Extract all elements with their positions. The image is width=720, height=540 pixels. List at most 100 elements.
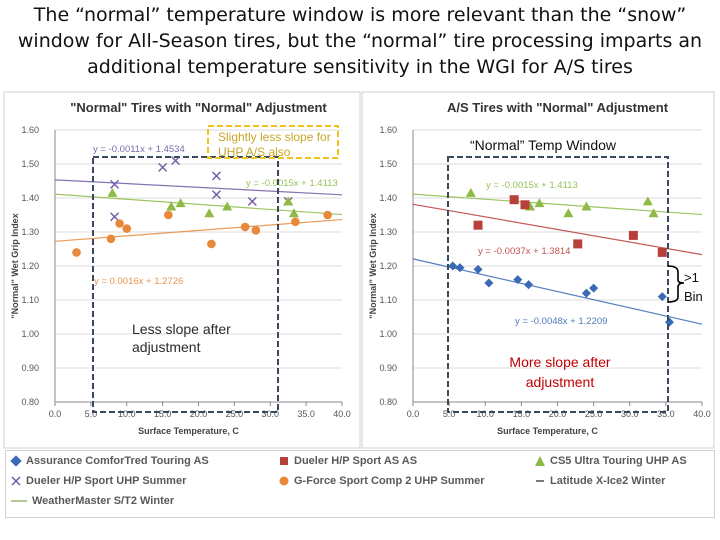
- x-tick-label: 0.0: [49, 409, 62, 419]
- point-g-force-sport-comp-2-uhp-summer: [115, 219, 124, 228]
- point-cs5-ultra-touring-uhp-as: [204, 208, 215, 218]
- chart-panel-1: [3, 91, 361, 449]
- legend-label-dueler-uhp: Dueler H/P Sport UHP Summer: [26, 475, 187, 487]
- point-g-force-sport-comp-2-uhp-summer: [207, 239, 216, 249]
- highlight-box-less-slope: [92, 156, 279, 413]
- point-dueler-h-p-sport-uhp-summer: [211, 190, 221, 200]
- x-tick-label: 25.0: [226, 409, 244, 419]
- x-tick-label: 35.0: [657, 409, 675, 419]
- trendline-label-assurance-comfortred-touring-as: y = -0.0048x + 1.2209: [515, 316, 607, 327]
- legend-item-weathermaster: WeatherMaster S/T2 Winter: [10, 495, 174, 507]
- point-cs5-ultra-touring-uhp-as: [642, 196, 653, 206]
- legend-item-assurance: Assurance ComforTred Touring AS: [10, 455, 209, 467]
- point-cs5-ultra-touring-uhp-as: [222, 201, 233, 211]
- x-tick-label: 30.0: [621, 409, 639, 419]
- point-cs5-ultra-touring-uhp-as: [465, 187, 476, 197]
- y-tick-label: 1.40: [21, 193, 39, 203]
- trendline-label-g-force-sport-comp-2-uhp-summer: y = 0.0016x + 1.2726: [94, 276, 183, 287]
- legend-item-latitude: Latitude X-Ice2 Winter: [534, 475, 665, 487]
- x-axis-label: Surface Temperature, C: [497, 426, 598, 436]
- legend: Assurance ComforTred Touring AS Dueler H…: [5, 450, 715, 518]
- x-tick-label: 15.0: [154, 409, 172, 419]
- annotation-less-slope: Less slope after adjustment: [132, 321, 231, 355]
- x-tick-label: 40.0: [333, 409, 351, 419]
- line-marker-icon: [11, 500, 27, 502]
- y-axis-label: "Normal" Wet Grip Index: [368, 213, 378, 318]
- annotation-uhp-slope: Slightly less slope for UHP A/S also: [218, 130, 331, 159]
- annotation-bin: >1 Bin: [684, 270, 703, 304]
- y-tick-label: 0.80: [21, 397, 39, 407]
- annotation-more-slope: More slope after adjustment: [509, 354, 611, 390]
- point-g-force-sport-comp-2-uhp-summer: [251, 226, 261, 235]
- point-dueler-h-p-sport-uhp-summer: [110, 212, 120, 222]
- trendline-dueler-h-p-sport-as-as: [412, 203, 703, 256]
- point-dueler-h-p-sport-as-as: [628, 230, 638, 240]
- y-tick-label: 1.60: [379, 125, 397, 135]
- chart-title-1: "Normal" Tires with "Normal" Adjustment: [70, 100, 327, 115]
- point-cs5-ultra-touring-uhp-as: [581, 201, 592, 211]
- y-tick-label: 1.60: [21, 125, 39, 135]
- chart-title-2: A/S Tires with "Normal" Adjustment: [447, 100, 669, 115]
- slide-heading: The “normal” temperature window is more …: [0, 2, 720, 80]
- chart-panel-2: [361, 91, 715, 449]
- y-tick-label: 1.20: [379, 261, 397, 271]
- trendline-dueler-h-p-sport-uhp-summer: [54, 179, 343, 196]
- point-g-force-sport-comp-2-uhp-summer: [72, 248, 81, 257]
- x-tick-label: 10.0: [476, 409, 494, 419]
- legend-item-dueler-as: Dueler H/P Sport AS AS: [278, 455, 417, 467]
- x-tick-label: 40.0: [693, 409, 711, 419]
- trendline-label-cs5-ultra-touring-uhp-as: y = -0.0015x + 1.4113: [246, 178, 338, 189]
- point-g-force-sport-comp-2-uhp-summer: [164, 210, 173, 220]
- highlight-box-normal-window: [447, 156, 669, 413]
- dash-marker-icon: [536, 480, 544, 482]
- legend-item-cs5: CS5 Ultra Touring UHP AS: [534, 455, 687, 467]
- y-tick-label: 0.80: [379, 397, 397, 407]
- point-g-force-sport-comp-2-uhp-summer: [240, 222, 250, 232]
- x-tick-label: 5.0: [443, 409, 456, 419]
- y-tick-label: 1.30: [379, 227, 397, 237]
- legend-item-dueler-uhp: Dueler H/P Sport UHP Summer: [10, 475, 186, 487]
- point-g-force-sport-comp-2-uhp-summer: [291, 217, 300, 227]
- point-cs5-ultra-touring-uhp-as: [166, 201, 177, 211]
- square-marker-icon: [280, 457, 288, 465]
- point-cs5-ultra-touring-uhp-as: [534, 198, 545, 208]
- legend-label-cs5: CS5 Ultra Touring UHP AS: [550, 455, 687, 467]
- y-tick-label: 1.10: [21, 295, 39, 305]
- y-tick-label: 1.20: [21, 261, 39, 271]
- legend-label-assurance: Assurance ComforTred Touring AS: [26, 455, 209, 467]
- point-dueler-h-p-sport-as-as: [473, 220, 483, 230]
- y-tick-label: 1.30: [21, 227, 39, 237]
- heading-line-3: additional temperature sensitivity in th…: [87, 56, 633, 78]
- point-cs5-ultra-touring-uhp-as: [107, 187, 118, 197]
- point-dueler-h-p-sport-as-as: [520, 200, 530, 210]
- x-tick-label: 10.0: [118, 409, 136, 419]
- point-dueler-h-p-sport-uhp-summer: [110, 179, 120, 189]
- y-tick-label: 0.90: [21, 363, 39, 373]
- point-dueler-h-p-sport-uhp-summer: [158, 162, 168, 172]
- point-cs5-ultra-touring-uhp-as: [288, 208, 299, 218]
- trendline-label-cs5-ultra-touring-uhp-as: y = -0.0015x + 1.4113: [486, 180, 578, 191]
- y-axis-label: "Normal" Wet Grip Index: [10, 213, 20, 318]
- x-tick-label: 25.0: [585, 409, 603, 419]
- point-dueler-h-p-sport-as-as: [573, 239, 583, 249]
- y-tick-label: 0.90: [379, 363, 397, 373]
- annotation-normal-window: “Normal” Temp Window: [470, 137, 616, 153]
- point-g-force-sport-comp-2-uhp-summer: [106, 234, 116, 244]
- legend-label-latitude: Latitude X-Ice2 Winter: [550, 475, 666, 487]
- highlight-box-uhp: [207, 125, 339, 159]
- point-cs5-ultra-touring-uhp-as: [648, 208, 659, 218]
- point-cs5-ultra-touring-uhp-as: [283, 196, 294, 206]
- y-tick-label: 1.50: [21, 159, 39, 169]
- legend-label-gforce: G-Force Sport Comp 2 UHP Summer: [294, 475, 485, 487]
- x-tick-label: 0.0: [407, 409, 420, 419]
- legend-label-weathermaster: WeatherMaster S/T2 Winter: [32, 495, 175, 507]
- heading-line-2: window for All-Season tires, but the “no…: [17, 30, 703, 52]
- point-cs5-ultra-touring-uhp-as: [175, 198, 186, 208]
- y-tick-label: 1.40: [379, 193, 397, 203]
- point-cs5-ultra-touring-uhp-as: [563, 208, 574, 218]
- circle-marker-icon: [279, 476, 289, 486]
- x-tick-label: 20.0: [190, 409, 208, 419]
- triangle-marker-icon: [535, 456, 545, 466]
- trendline-label-dueler-h-p-sport-uhp-summer: y = -0.0011x + 1.4534: [93, 144, 185, 155]
